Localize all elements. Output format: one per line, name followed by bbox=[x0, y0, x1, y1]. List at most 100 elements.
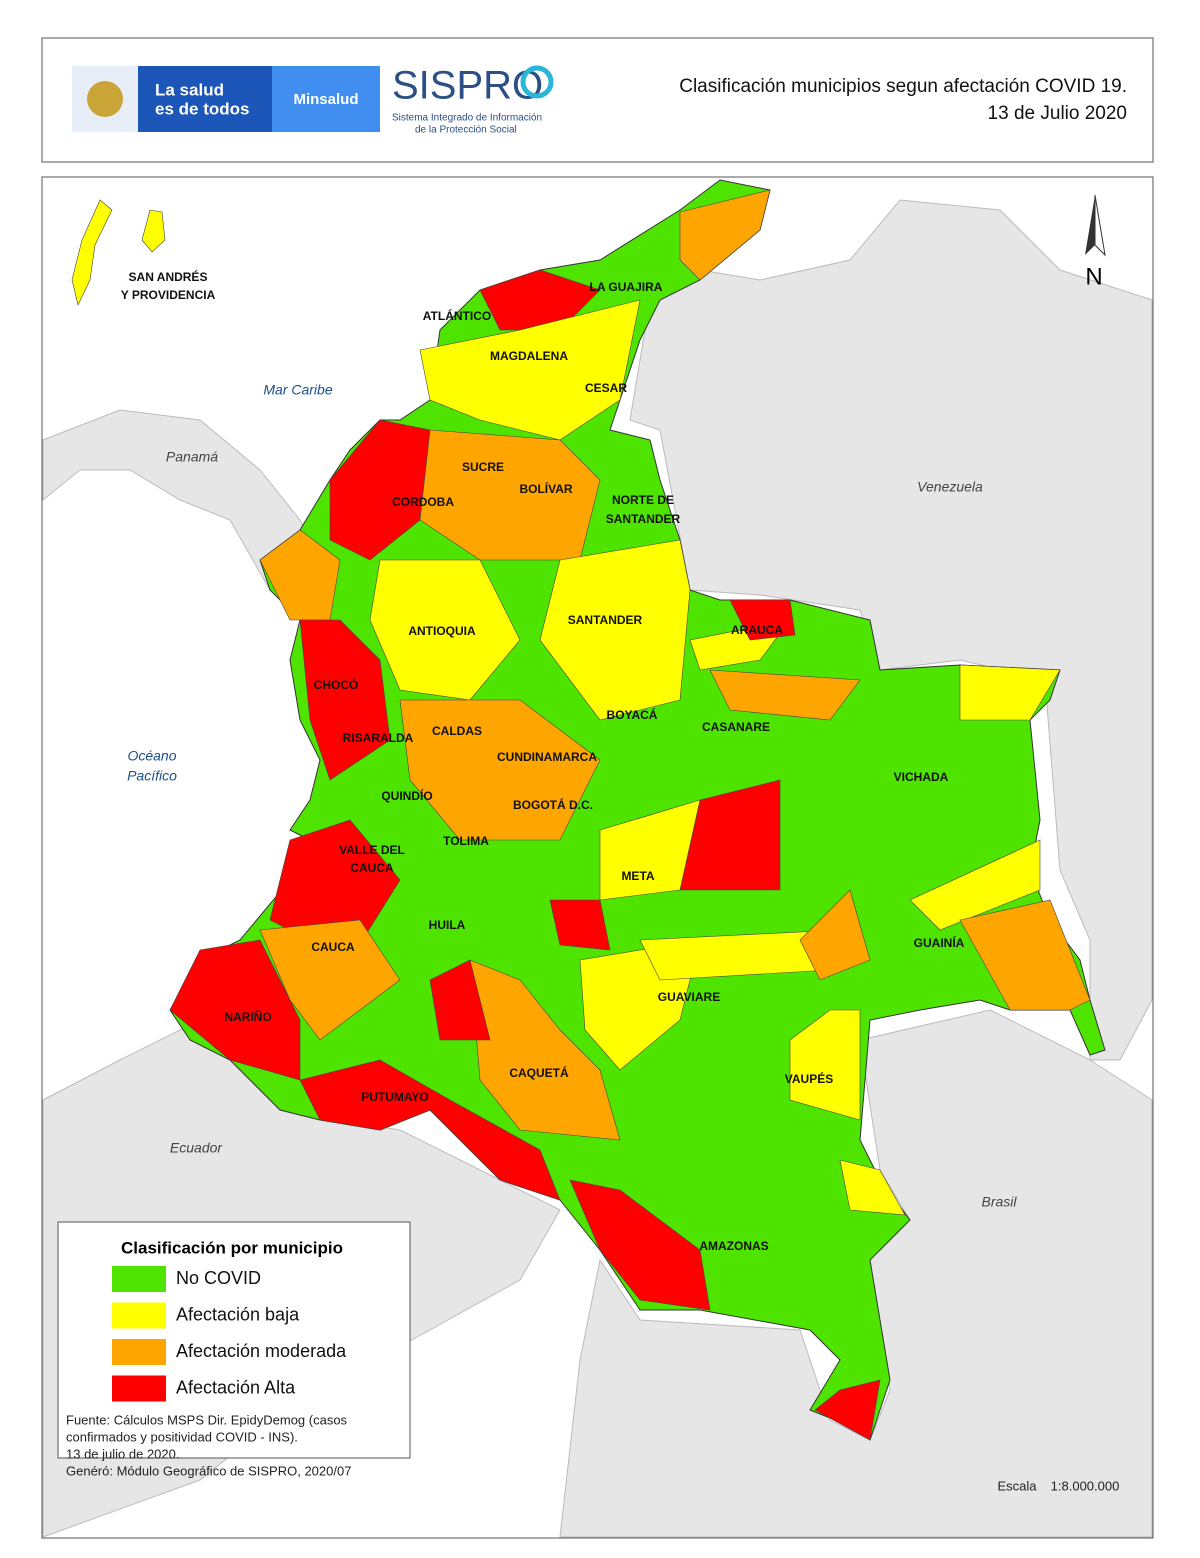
department-label: RISARALDA bbox=[343, 731, 414, 745]
region bbox=[299, 619, 391, 781]
department-labels: LA GUAJIRA ATLÁNTICO MAGDALENA CESAR SUC… bbox=[224, 280, 964, 1253]
logo-text: La salud bbox=[155, 80, 224, 99]
department-label: SANTANDER bbox=[568, 613, 643, 627]
legend-swatch bbox=[112, 1302, 166, 1329]
logo-box bbox=[138, 66, 272, 132]
department-label: HUILA bbox=[429, 918, 466, 932]
region bbox=[839, 1159, 906, 1216]
crest bbox=[87, 81, 123, 117]
department-label: NARIÑO bbox=[224, 1009, 271, 1024]
logo-box bbox=[272, 66, 380, 132]
region bbox=[539, 539, 691, 721]
department-label: BOYACÁ bbox=[607, 707, 658, 722]
legend-label: Afectación baja bbox=[176, 1304, 300, 1324]
source-text: confirmados y positividad COVID - INS). bbox=[66, 1429, 298, 1444]
department-label: AMAZONAS bbox=[699, 1239, 768, 1253]
north-label: N bbox=[1085, 263, 1102, 290]
department-label: CHOCÓ bbox=[314, 677, 359, 692]
legend-label: Afectación moderada bbox=[176, 1341, 347, 1361]
legend-title: Clasificación por municipio bbox=[121, 1238, 343, 1257]
region bbox=[479, 269, 601, 331]
island-label: SAN ANDRÉS bbox=[129, 269, 208, 284]
department-label: VAUPÉS bbox=[785, 1071, 833, 1086]
island bbox=[71, 199, 113, 306]
island bbox=[141, 209, 166, 253]
country-label: Venezuela bbox=[917, 479, 983, 495]
legend-label: No COVID bbox=[176, 1268, 261, 1288]
department-label: VICHADA bbox=[894, 770, 949, 784]
department-label: TOLIMA bbox=[443, 834, 489, 848]
department-label: BOGOTÁ D.C. bbox=[513, 797, 593, 812]
region bbox=[729, 599, 796, 641]
source-text: 13 de julio de 2020. bbox=[66, 1446, 179, 1461]
department-label: SUCRE bbox=[462, 460, 504, 474]
region bbox=[679, 189, 771, 281]
department-label: CALDAS bbox=[432, 724, 482, 738]
department-label: CESAR bbox=[585, 381, 627, 395]
department-label: ANTIOQUIA bbox=[408, 624, 476, 638]
department-label: VALLE DEL bbox=[339, 843, 405, 857]
region bbox=[299, 1059, 561, 1201]
department-label: META bbox=[621, 869, 654, 883]
department-label: MAGDALENA bbox=[490, 349, 568, 363]
sispro-mark bbox=[520, 65, 554, 99]
sispro-sub: Sistema Integrado de Información bbox=[392, 113, 542, 124]
sea-label: Mar Caribe bbox=[263, 382, 332, 398]
department-label: GUAINÍA bbox=[914, 935, 965, 950]
region bbox=[599, 799, 701, 901]
north-arrow bbox=[1094, 194, 1106, 257]
logo-text: es de todos bbox=[155, 99, 249, 118]
department-label: ATLÁNTICO bbox=[423, 308, 491, 323]
department-label: CAUCA bbox=[311, 940, 355, 954]
department-label: CAUCA bbox=[350, 861, 394, 875]
region bbox=[259, 529, 341, 621]
department-label: CASANARE bbox=[702, 720, 770, 734]
country-label: Panamá bbox=[166, 449, 218, 465]
scale-label: Escala bbox=[997, 1478, 1037, 1493]
scale-value: 1:8.000.000 bbox=[1051, 1478, 1120, 1493]
region bbox=[959, 664, 1061, 721]
sea-label: Océano bbox=[127, 748, 176, 764]
region bbox=[469, 959, 621, 1141]
legend-swatch bbox=[112, 1375, 166, 1402]
legend-items: No COVID Afectación baja Afectación modera… bbox=[112, 1266, 347, 1402]
country-label: Brasil bbox=[981, 1194, 1017, 1210]
country-label: Ecuador bbox=[170, 1140, 223, 1156]
department-label: NORTE DE bbox=[612, 493, 674, 507]
department-label: BOLÍVAR bbox=[519, 481, 572, 496]
region bbox=[569, 1179, 711, 1311]
region bbox=[419, 299, 641, 441]
department-label: SANTANDER bbox=[606, 512, 681, 526]
island-label: Y PROVIDENCIA bbox=[121, 288, 216, 302]
department-label: QUINDÍO bbox=[381, 788, 432, 803]
region bbox=[814, 1379, 881, 1441]
region bbox=[549, 899, 611, 951]
logo-text: Minsalud bbox=[293, 91, 358, 108]
department-label: PUTUMAYO bbox=[361, 1090, 429, 1104]
department-label: CUNDINAMARCA bbox=[497, 750, 597, 764]
region bbox=[959, 899, 1091, 1011]
legend-label: Afectación Alta bbox=[176, 1377, 296, 1397]
region bbox=[259, 919, 401, 1041]
region bbox=[399, 699, 601, 841]
north-arrow bbox=[1085, 195, 1095, 255]
department-label: CORDOBA bbox=[392, 495, 454, 509]
region bbox=[709, 669, 861, 721]
legend-swatch bbox=[112, 1339, 166, 1365]
region bbox=[799, 889, 871, 981]
sispro-sub: de la Protección Social bbox=[415, 125, 517, 136]
regions bbox=[169, 189, 1091, 1441]
region bbox=[789, 1009, 861, 1121]
subtitle: 13 de Julio 2020 bbox=[988, 103, 1127, 124]
source-text: Genéró: Módulo Geográfico de SISPRO, 202… bbox=[66, 1463, 351, 1478]
department-label: LA GUAJIRA bbox=[590, 280, 663, 294]
region bbox=[429, 959, 491, 1041]
title: Clasificación municipios segun afectació… bbox=[679, 76, 1127, 97]
region bbox=[269, 819, 401, 961]
sea-label: Pacífico bbox=[127, 768, 177, 784]
legend-swatch bbox=[112, 1266, 166, 1292]
department-label: ARAUCA bbox=[731, 623, 783, 637]
region bbox=[909, 839, 1041, 931]
department-label: GUAVIARE bbox=[658, 990, 720, 1004]
